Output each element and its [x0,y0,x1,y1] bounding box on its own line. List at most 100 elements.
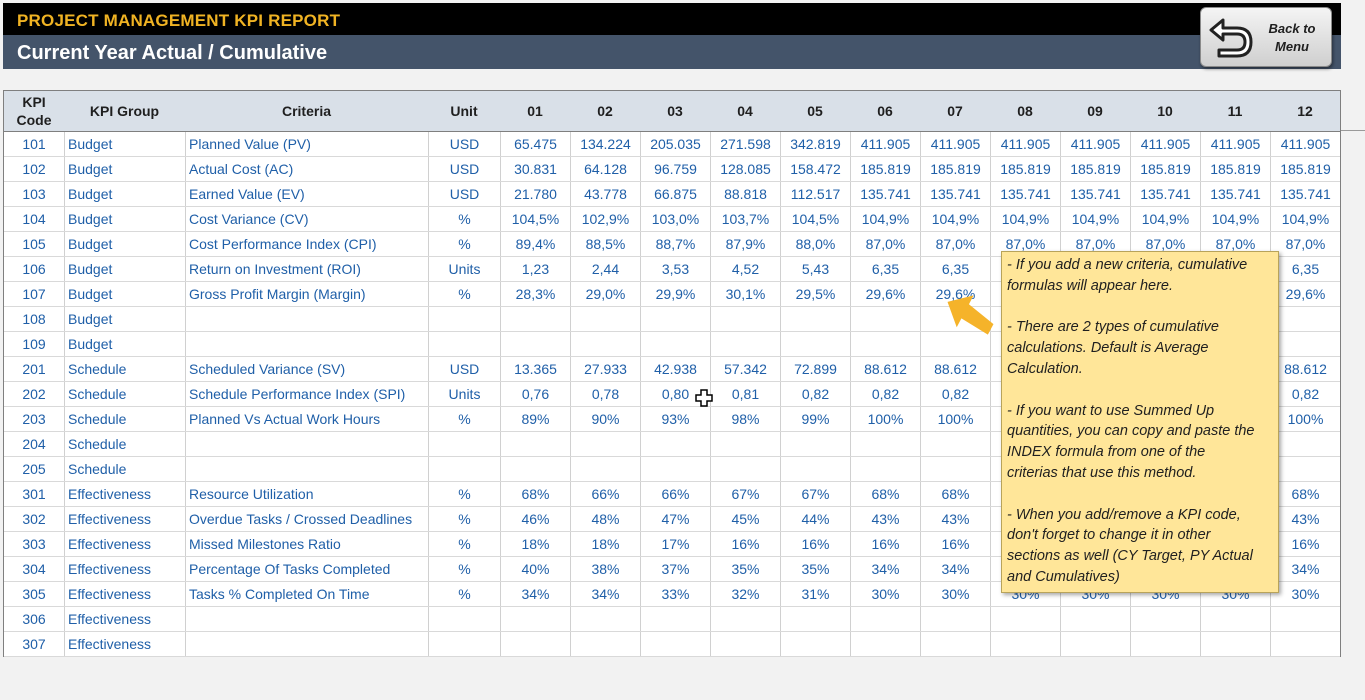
cell-m10[interactable]: 135.741 [1130,182,1200,206]
cell-m01[interactable] [500,457,570,481]
cell-m01[interactable] [500,307,570,331]
cell-m01[interactable]: 65.475 [500,132,570,156]
cell-m08[interactable]: 135.741 [990,182,1060,206]
cell-m12[interactable]: 68% [1270,482,1340,506]
cell-m05[interactable]: 88,0% [780,232,850,256]
cell-kpi-code[interactable]: 307 [22,636,46,652]
cell-unit[interactable]: % [428,582,500,606]
cell-criteria[interactable] [185,607,428,631]
cell-criteria[interactable]: Gross Profit Margin (Margin) [185,282,428,306]
cell-m06[interactable] [850,432,920,456]
cell-m09[interactable]: 411.905 [1060,132,1130,156]
cell-m08[interactable]: 185.819 [990,157,1060,181]
cell-criteria[interactable]: Percentage Of Tasks Completed [185,557,428,581]
cell-unit[interactable]: % [428,557,500,581]
cell-m04[interactable]: 98% [710,407,780,431]
cell-unit[interactable]: USD [428,132,500,156]
cell-m06[interactable] [850,457,920,481]
cell-m02[interactable]: 48% [570,507,640,531]
cell-m05[interactable] [780,607,850,631]
cell-m04[interactable]: 16% [710,532,780,556]
cell-m07[interactable]: 87,0% [920,232,990,256]
cell-m12[interactable] [1270,457,1340,481]
cell-m01[interactable]: 89% [500,407,570,431]
cell-kpi-group[interactable]: Budget [64,307,185,331]
cell-m08[interactable] [990,307,1060,331]
cell-m02[interactable]: 38% [570,557,640,581]
cell-criteria[interactable]: Scheduled Variance (SV) [185,357,428,381]
cell-m12[interactable]: 30% [1270,582,1340,606]
cell-kpi-code[interactable]: 202 [22,386,46,402]
cell-m04[interactable]: 103,7% [710,207,780,231]
cell-m03[interactable] [640,332,710,356]
cell-kpi-group[interactable]: Effectiveness [64,607,185,631]
cell-criteria[interactable]: Cost Performance Index (CPI) [185,232,428,256]
cell-kpi-code[interactable]: 101 [22,136,46,152]
cell-m05[interactable]: 67% [780,482,850,506]
cell-m06[interactable]: 100% [850,407,920,431]
cell-m04[interactable]: 67% [710,482,780,506]
cell-m03[interactable]: 47% [640,507,710,531]
cell-m03[interactable]: 66% [640,482,710,506]
cell-m05[interactable]: 16% [780,532,850,556]
cell-kpi-code[interactable]: 204 [22,436,46,452]
cell-criteria[interactable]: Overdue Tasks / Crossed Deadlines [185,507,428,531]
cell-criteria[interactable]: Resource Utilization [185,482,428,506]
cell-kpi-code[interactable]: 302 [22,511,46,527]
cell-m06[interactable]: 411.905 [850,132,920,156]
cell-m06[interactable]: 16% [850,532,920,556]
cell-m08[interactable] [990,607,1060,631]
cell-m12[interactable]: 100% [1270,407,1340,431]
cell-m05[interactable]: 35% [780,557,850,581]
cell-criteria[interactable] [185,307,428,331]
cell-m07[interactable]: 0,82 [920,382,990,406]
cell-m12[interactable] [1270,307,1340,331]
cell-unit[interactable]: % [428,532,500,556]
cell-m01[interactable] [500,607,570,631]
cell-m12[interactable]: 16% [1270,532,1340,556]
cell-m03[interactable]: 93% [640,407,710,431]
cell-m02[interactable] [570,632,640,656]
cell-m10[interactable]: 87,0% [1130,232,1200,256]
cell-m07[interactable] [920,457,990,481]
cell-m06[interactable]: 43% [850,507,920,531]
cell-m04[interactable] [710,432,780,456]
cell-m11[interactable]: 87,0% [1200,232,1270,256]
cell-m11[interactable]: 411.905 [1200,132,1270,156]
cell-m11[interactable] [1200,632,1270,656]
cell-m03[interactable]: 33% [640,582,710,606]
cell-m05[interactable]: 0,82 [780,382,850,406]
cell-kpi-code[interactable]: 201 [22,361,46,377]
cell-criteria[interactable] [185,457,428,481]
cell-m02[interactable]: 18% [570,532,640,556]
cell-m07[interactable]: 104,9% [920,207,990,231]
cell-m03[interactable]: 66.875 [640,182,710,206]
cell-m05[interactable]: 72.899 [780,357,850,381]
cell-m02[interactable] [570,432,640,456]
cell-m08[interactable]: 104,9% [990,207,1060,231]
cell-m09[interactable]: 104,9% [1060,207,1130,231]
cell-m01[interactable]: 68% [500,482,570,506]
cell-m02[interactable]: 34% [570,582,640,606]
cell-m10[interactable]: 104,9% [1130,207,1200,231]
cell-kpi-code[interactable]: 108 [22,311,46,327]
cell-m05[interactable]: 44% [780,507,850,531]
cell-m03[interactable]: 205.035 [640,132,710,156]
cell-m06[interactable]: 6,35 [850,257,920,281]
cell-m12[interactable]: 88.612 [1270,357,1340,381]
cell-m03[interactable]: 3,53 [640,257,710,281]
cell-criteria[interactable]: Planned Value (PV) [185,132,428,156]
cell-m02[interactable] [570,307,640,331]
cell-kpi-code[interactable]: 203 [22,411,46,427]
cell-m06[interactable]: 30% [850,582,920,606]
cell-kpi-group[interactable]: Schedule [64,382,185,406]
cell-unit[interactable] [428,432,500,456]
cell-unit[interactable]: % [428,407,500,431]
cell-kpi-code[interactable]: 305 [22,586,46,602]
cell-m06[interactable]: 34% [850,557,920,581]
cell-m12[interactable]: 34% [1270,557,1340,581]
cell-m03[interactable] [640,307,710,331]
cell-unit[interactable]: Units [428,257,500,281]
cell-m05[interactable]: 104,5% [780,207,850,231]
cell-m08[interactable] [990,507,1060,531]
